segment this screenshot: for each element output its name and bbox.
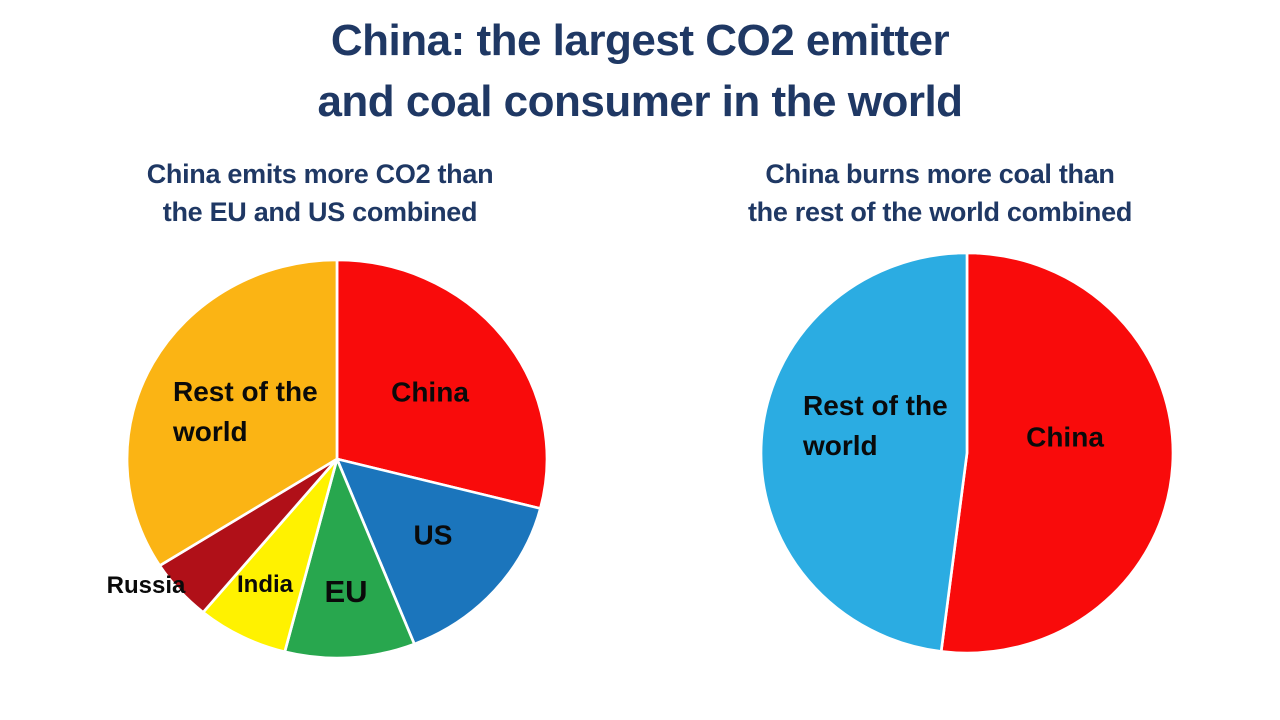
page-title: China: the largest CO2 emitter and coal … xyxy=(0,10,1280,132)
co2-slice-label-eu: EU xyxy=(324,573,368,609)
co2-slice-label-us: US xyxy=(413,519,453,551)
coal-chart-title-line-2: the rest of the world combined xyxy=(747,197,1133,227)
pie-slice-china xyxy=(335,258,549,510)
co2-slice-label-india: India xyxy=(236,570,294,598)
co2-chart-title-line-2: the EU and US combined xyxy=(162,197,478,227)
co2-slice-label-china: China xyxy=(391,376,469,408)
pie-slice-eu xyxy=(283,457,416,660)
coal-pie-chart: Rest of the world China xyxy=(759,251,1175,655)
pie-slice-china xyxy=(939,251,1175,655)
coal-slice-label-rest-of-world: Rest of the world xyxy=(803,390,948,461)
coal-pie-svg xyxy=(759,251,1175,655)
co2-slice-label-russia: Russia xyxy=(106,571,186,599)
coal-slice-label-china: China xyxy=(1026,421,1104,453)
page-title-line-2: and coal consumer in the world xyxy=(317,77,963,126)
page-title-line-1: China: the largest CO2 emitter xyxy=(330,16,950,65)
pie-slice-rest-of-the-world xyxy=(759,251,969,653)
coal-chart-title: China burns more coal than the rest of t… xyxy=(680,155,1200,231)
co2-chart-title: China emits more CO2 than the EU and US … xyxy=(60,155,580,231)
co2-pie-svg xyxy=(125,258,549,660)
co2-chart-title-line-1: China emits more CO2 than xyxy=(146,159,494,189)
pie-slice-rest-of-the-world xyxy=(125,258,339,567)
co2-pie-chart: Rest of the world China US EU India Russ… xyxy=(107,258,549,660)
co2-slice-label-rest-of-world: Rest of the world xyxy=(173,376,318,447)
pie-slice-us xyxy=(335,457,542,646)
coal-chart-title-line-1: China burns more coal than xyxy=(765,159,1115,189)
